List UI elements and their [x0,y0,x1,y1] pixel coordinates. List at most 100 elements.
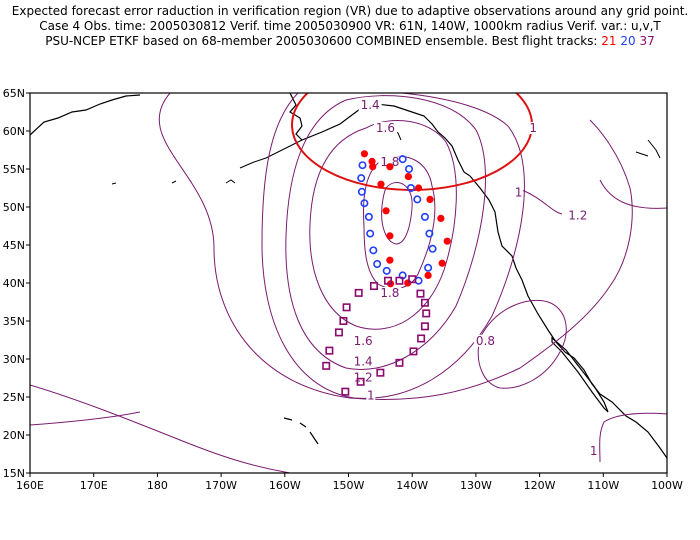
plot-frame [29,92,668,474]
track-20-point [398,155,407,164]
contour-label: 1.6 [354,334,373,348]
x-tick-label: 150W [333,479,365,492]
track-20-point [373,259,382,268]
contour-1.8-outer [363,155,436,290]
track-37-point [409,347,418,356]
contour-label-bg [351,334,375,347]
contour-0.8 [477,299,567,389]
y-tick-label: 45N [3,239,25,252]
y-tick-label: 30N [3,353,25,366]
aleutian-islands [239,139,303,169]
track-20-point [369,246,378,255]
y-tick-label: 20N [3,429,25,442]
track-21-legend: 21 [601,34,617,48]
contour-1.6 [309,120,457,330]
contour-label: 1.8 [380,286,399,300]
track-21-point [443,237,451,245]
y-tick-label: 60N [3,125,25,138]
coastline-baja [551,336,609,413]
contour-label: 1.8 [380,155,399,169]
track-21-point [360,150,369,158]
track-21-point [377,180,385,188]
contour-label: 1.2 [568,208,587,222]
x-tick-label: 170W [205,479,237,492]
x-tick-label: 110W [587,479,619,492]
track-20-legend: 20 [620,34,636,48]
contour-label-bg [351,355,375,368]
track-21-point [382,207,390,215]
track-20-point [424,263,433,272]
track-37-point [408,275,417,284]
contour-label: 1 [590,444,598,458]
contour-label-bg [373,122,397,134]
track-21-point [437,214,445,222]
x-tick-label: 160E [16,479,44,492]
track-21-point [386,163,394,171]
track-37-point [342,303,351,312]
contour-label-bg [566,209,590,222]
track-37-point [325,346,334,355]
track-20-point [428,244,437,253]
title-line-2: Case 4 Obs. time: 2005030812 Verif. time… [39,19,661,33]
contour-label-bg [514,186,524,199]
y-tick-label: 50N [3,201,25,214]
contour-label: 0.8 [476,334,495,348]
y-tick-label: 65N [3,87,25,100]
contour-label-bg [473,334,497,347]
track-21-point [424,271,432,279]
track-21-point [386,256,394,264]
contour-label: 1.4 [361,98,380,112]
track-37-point [356,377,365,386]
track-20-point [360,199,369,208]
contour-west [30,384,291,473]
contour-label: 1 [367,389,375,403]
y-tick-label: 55N [3,163,25,176]
contour-label-bg [378,156,402,169]
contour-label: 1 [515,186,523,200]
y-tick-label: 40N [3,277,25,290]
contour-label-bg [378,286,402,299]
track-37-point [376,368,385,377]
track-37-point [420,298,429,307]
contour-labels: 1.4 1.6 1.8 1.8 1.6 1.4 1.2 1 1 1 1.2 0.8 1 [351,98,599,458]
track-21-point [404,173,412,181]
track-20-point [405,165,414,174]
contour-label: 1 [529,121,537,135]
track-20-point [425,229,434,238]
x-tick-label: 180 [147,479,168,492]
contour-label-bg [528,122,538,134]
contour-west-low [30,411,141,426]
track-20-point [364,212,373,221]
track-37-point [354,288,363,297]
coastlines [30,93,667,459]
x-tick-label: 130W [460,479,492,492]
contour-1.2 [261,93,525,399]
contour-1.0 [158,93,633,400]
contour-1.0-south [599,412,667,463]
track-20-point [357,187,366,196]
coastline-north-america [469,175,667,459]
title-line-3-text: PSU-NCEP ETKF based on 68-member 2005030… [45,34,598,48]
track-21-point [438,259,446,267]
title-line-3: PSU-NCEP ETKF based on 68-member 2005030… [0,34,700,48]
x-tick-label: 120W [524,479,556,492]
track-20-point [357,174,366,183]
track-37-point [416,289,425,298]
track-20-point [414,276,423,285]
x-tick-label: 170E [80,479,108,492]
x-tick-label: 100W [651,479,683,492]
track-20-point [382,266,391,275]
track-21-point [369,163,377,171]
contour-lines [30,93,667,473]
track-21-point [386,232,394,240]
track-37-point [422,309,431,318]
contour-label: 1.4 [354,354,373,368]
track-37-point [334,328,343,337]
track-37-point [417,334,426,343]
track-37-point [420,322,429,331]
contour-label-bg [358,99,382,112]
contour-label-bg [589,445,599,457]
track-20-point [366,229,375,238]
